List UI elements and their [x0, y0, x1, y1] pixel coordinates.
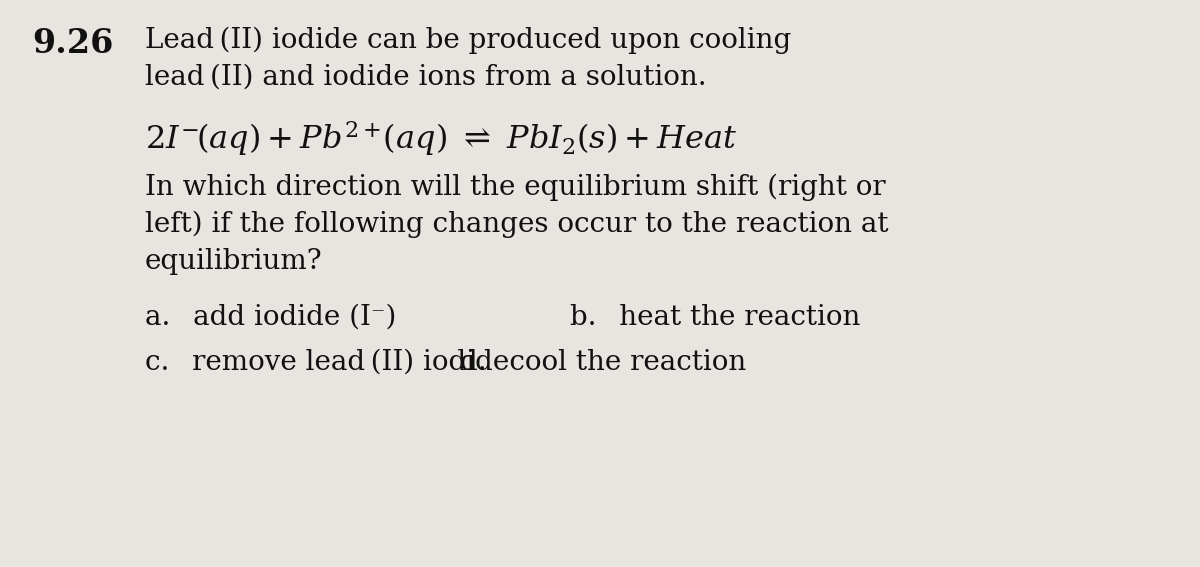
- Text: Lead (II) iodide can be produced upon cooling: Lead (II) iodide can be produced upon co…: [145, 27, 791, 54]
- Text: c.  remove lead (II) iodide: c. remove lead (II) iodide: [145, 349, 509, 376]
- Text: In which direction will the equilibrium shift (right or: In which direction will the equilibrium …: [145, 174, 886, 201]
- Text: b.  heat the reaction: b. heat the reaction: [570, 304, 860, 331]
- Text: d.  cool the reaction: d. cool the reaction: [460, 349, 746, 376]
- Text: left) if the following changes occur to the reaction at: left) if the following changes occur to …: [145, 211, 888, 238]
- Text: equilibrium?: equilibrium?: [145, 248, 323, 275]
- Text: $2I^{-\!}(aq) + Pb^{2+\!}(aq)\ \rightleftharpoons\ PbI_2(s) + Heat$: $2I^{-\!}(aq) + Pb^{2+\!}(aq)\ \rightlef…: [145, 119, 738, 158]
- Text: 9.26: 9.26: [32, 27, 113, 60]
- Text: lead (II) and iodide ions from a solution.: lead (II) and iodide ions from a solutio…: [145, 64, 707, 91]
- Text: a.  add iodide (I⁻): a. add iodide (I⁻): [145, 304, 396, 331]
